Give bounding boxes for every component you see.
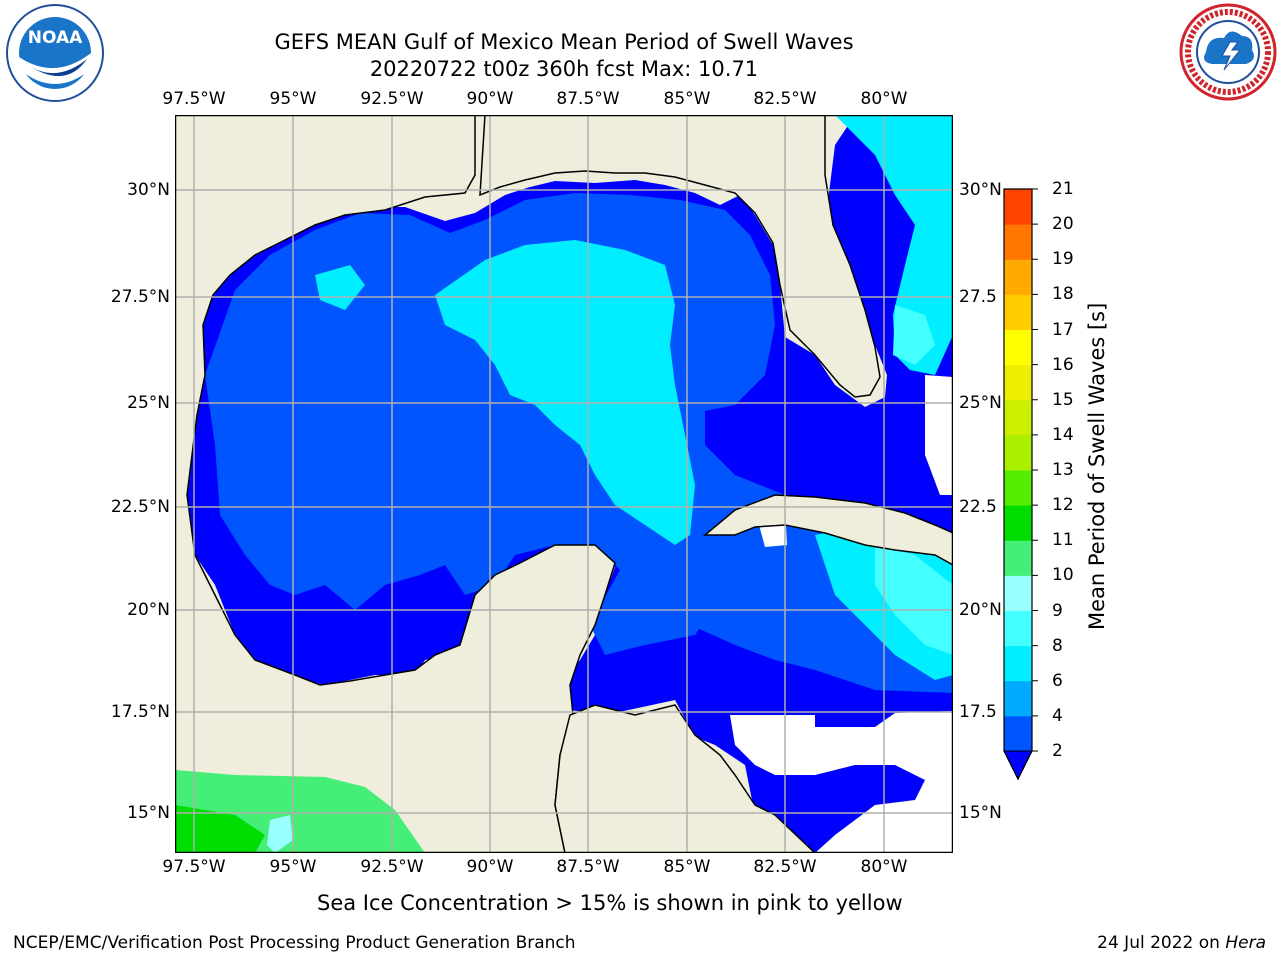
- land-florida: [479, 115, 881, 398]
- colorbar-tick-label: 14: [1052, 424, 1074, 445]
- swell-band-6-8: [435, 240, 695, 545]
- lat-label: 20°N: [959, 600, 1002, 620]
- land-mexico: [175, 115, 616, 853]
- lat-label: 20°N: [127, 600, 170, 620]
- map-graticule: [175, 115, 953, 853]
- colorbar-segment: [1004, 505, 1032, 541]
- colorbar-segment: [1004, 329, 1032, 366]
- chart-title-line1: GEFS MEAN Gulf of Mexico Mean Period of …: [274, 30, 854, 54]
- lon-label: 82.5°W: [753, 857, 817, 877]
- lon-label: 85°W: [663, 857, 711, 877]
- colorbar-tick-label: 13: [1052, 460, 1074, 480]
- colorbar-segment: [1004, 434, 1032, 471]
- lon-label: 90°W: [466, 89, 514, 109]
- swell-band-8-9-east: [893, 305, 935, 365]
- colorbar-segment: [1004, 540, 1032, 576]
- lon-label: 80°W: [860, 89, 908, 109]
- footer-date: 24 Jul 2022 on Hera: [1097, 933, 1266, 953]
- colorbar-under-triangle: [1003, 750, 1033, 781]
- colorbar: [1000, 185, 1080, 785]
- footer-date-text: 24 Jul 2022 on: [1097, 933, 1226, 953]
- colorbar-segment: [1004, 364, 1032, 401]
- colorbar-title: Mean Period of Swell Waves [s]: [1085, 302, 1109, 630]
- lon-label: 80°W: [860, 857, 908, 877]
- swell-band-6-8-east: [835, 115, 953, 375]
- colorbar-tick-label: 6: [1052, 670, 1063, 691]
- colorbar-segment: [1004, 259, 1032, 295]
- noaa-logo-text: NOAA: [28, 28, 83, 48]
- colorbar-segment: [1004, 575, 1032, 611]
- chart-title-line2: 20220722 t00z 360h fcst Max: 10.71: [369, 57, 759, 81]
- colorbar-tick-label: 21: [1052, 179, 1074, 199]
- colorbar-segment: [1004, 224, 1032, 260]
- colorbar-tick-label: 18: [1052, 284, 1074, 305]
- lat-label: 15°N: [127, 803, 170, 823]
- nws-logo: [1178, 2, 1278, 102]
- lat-label: 25°N: [959, 393, 1002, 413]
- colorbar-tick-label: 12: [1052, 495, 1074, 516]
- map-svg: [174, 114, 954, 854]
- lat-label: 27.5°N: [110, 287, 170, 307]
- colorbar-tick-label: 2: [1052, 741, 1063, 761]
- swell-band-8-9: [875, 545, 953, 655]
- colorbar-segment: [1004, 470, 1032, 506]
- colorbar-outline: [1003, 188, 1033, 781]
- lon-label: 85°W: [663, 89, 711, 109]
- lon-label: 97.5°W: [162, 857, 226, 877]
- colorbar-tick-label: 16: [1052, 354, 1074, 375]
- lat-label: 22.5: [959, 497, 997, 517]
- lat-label: 22.5°N: [110, 497, 170, 517]
- colorbar-svg: [1003, 188, 1038, 781]
- colorbar-tick-label: 17: [1052, 319, 1074, 340]
- lat-label: 17.5: [959, 702, 997, 722]
- lon-label: 92.5°W: [360, 89, 424, 109]
- lon-label: 87.5°W: [556, 857, 620, 877]
- no-data-area-east: [925, 375, 953, 495]
- colorbar-tick-label: 4: [1052, 705, 1063, 726]
- swell-band-4-6-cuba-patch: [585, 585, 715, 655]
- colorbar-tick-label: 9: [1052, 600, 1063, 621]
- colorbar-segment: [1004, 715, 1032, 752]
- colorbar-tick-label: 8: [1052, 635, 1063, 656]
- colorbar-tick-label: 10: [1052, 565, 1074, 586]
- colorbar-tick-label: 19: [1052, 249, 1074, 270]
- lat-label: 17.5°N: [110, 702, 170, 722]
- sea-ice-note: Sea Ice Concentration > 15% is shown in …: [317, 891, 903, 915]
- lat-label: 30°N: [959, 180, 1002, 200]
- colorbar-segment: [1004, 189, 1032, 225]
- lat-label: 25°N: [127, 393, 170, 413]
- colorbar-tick-label: 20: [1052, 214, 1074, 235]
- noaa-logo: NOAA: [5, 3, 105, 103]
- lon-label: 87.5°W: [556, 89, 620, 109]
- colorbar-segment: [1004, 399, 1032, 436]
- colorbar-segment: [1004, 294, 1032, 330]
- lon-label: 95°W: [269, 857, 317, 877]
- pacific-swell-11-12: [175, 805, 265, 853]
- colorbar-tick-label: 15: [1052, 389, 1074, 410]
- land-cuba: [702, 494, 953, 566]
- pacific-swell-8-9: [267, 815, 293, 853]
- footer-credit: NCEP/EMC/Verification Post Processing Pr…: [13, 933, 576, 953]
- lat-label: 15°N: [959, 803, 1002, 823]
- lon-label: 90°W: [466, 857, 514, 877]
- lat-label: 27.5: [959, 287, 997, 307]
- map-border: [174, 114, 954, 854]
- lat-label: 30°N: [127, 180, 170, 200]
- lon-label: 95°W: [269, 89, 317, 109]
- lon-label: 82.5°W: [753, 89, 817, 109]
- lon-label: 92.5°W: [360, 857, 424, 877]
- swell-band-6-8-west: [315, 265, 365, 310]
- lon-label: 97.5°W: [162, 89, 226, 109]
- colorbar-segment: [1004, 645, 1032, 682]
- footer-machine: Hera: [1225, 933, 1266, 953]
- map-panel: [174, 114, 954, 854]
- colorbar-segment: [1004, 680, 1032, 717]
- colorbar-tick-label: 11: [1052, 530, 1074, 551]
- colorbar-segment: [1004, 610, 1032, 647]
